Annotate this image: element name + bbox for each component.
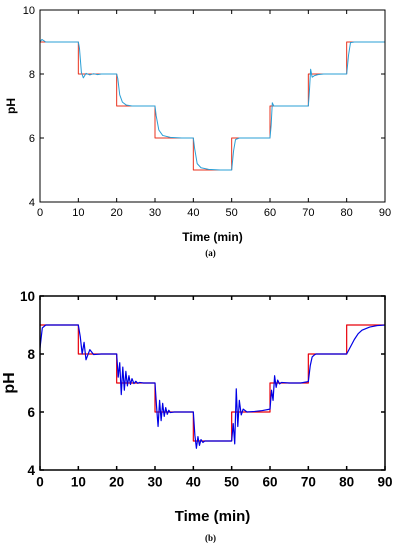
x-tick-label: 80 bbox=[339, 475, 354, 490]
figure-caption: (b) bbox=[205, 533, 216, 543]
x-tick-label: 20 bbox=[109, 475, 124, 490]
y-axis-label: pH bbox=[4, 98, 18, 114]
x-tick-label: 80 bbox=[341, 207, 353, 219]
x-tick-label: 60 bbox=[262, 475, 277, 490]
series-line-measured bbox=[40, 38, 385, 171]
y-tick-label: 10 bbox=[23, 5, 35, 17]
y-tick-label: 6 bbox=[27, 405, 35, 420]
chart-panel-a: 0 10 20 30 40 50 60 70 80 90 4 6 8 10 Time (min) pH (a) bbox=[4, 5, 391, 258]
plot-frame bbox=[39, 9, 386, 203]
y-tick-label: 8 bbox=[27, 347, 35, 362]
x-axis-label: Time (min) bbox=[182, 230, 242, 244]
y-tick-label: 4 bbox=[29, 197, 35, 209]
x-tick-label: 50 bbox=[224, 475, 239, 490]
x-tick-label: 30 bbox=[147, 475, 162, 490]
series-line-setpoint bbox=[40, 41, 385, 171]
x-tick-label: 0 bbox=[37, 207, 43, 219]
x-tick-label: 70 bbox=[302, 207, 314, 219]
y-tick-label: 4 bbox=[27, 463, 35, 478]
x-axis-label: Time (min) bbox=[175, 508, 251, 525]
y-axis-label: pH bbox=[1, 372, 18, 393]
x-tick-label: 90 bbox=[379, 207, 391, 219]
y-tick-label: 6 bbox=[29, 133, 35, 145]
x-tick-label: 50 bbox=[226, 207, 238, 219]
x-tick-label: 10 bbox=[72, 207, 84, 219]
x-tick-label: 40 bbox=[187, 207, 199, 219]
series-line-setpoint bbox=[40, 324, 385, 442]
series-line-measured bbox=[40, 324, 385, 449]
x-tick-label: 60 bbox=[264, 207, 276, 219]
figure-caption: (a) bbox=[205, 248, 216, 258]
x-tick-label: 10 bbox=[71, 475, 86, 490]
x-tick-label: 90 bbox=[377, 475, 392, 490]
x-tick-label: 30 bbox=[149, 207, 161, 219]
x-tick-label: 70 bbox=[301, 475, 316, 490]
x-tick-label: 40 bbox=[186, 475, 201, 490]
x-tick-label: 20 bbox=[111, 207, 123, 219]
y-tick-label: 10 bbox=[20, 289, 35, 304]
y-tick-label: 8 bbox=[29, 69, 35, 81]
x-tick-label: 0 bbox=[36, 475, 44, 490]
plot-frame bbox=[39, 295, 386, 471]
chart-panel-b: 0 10 20 30 40 50 60 70 80 90 4 6 8 10 Time (min) pH (b) bbox=[1, 289, 393, 543]
